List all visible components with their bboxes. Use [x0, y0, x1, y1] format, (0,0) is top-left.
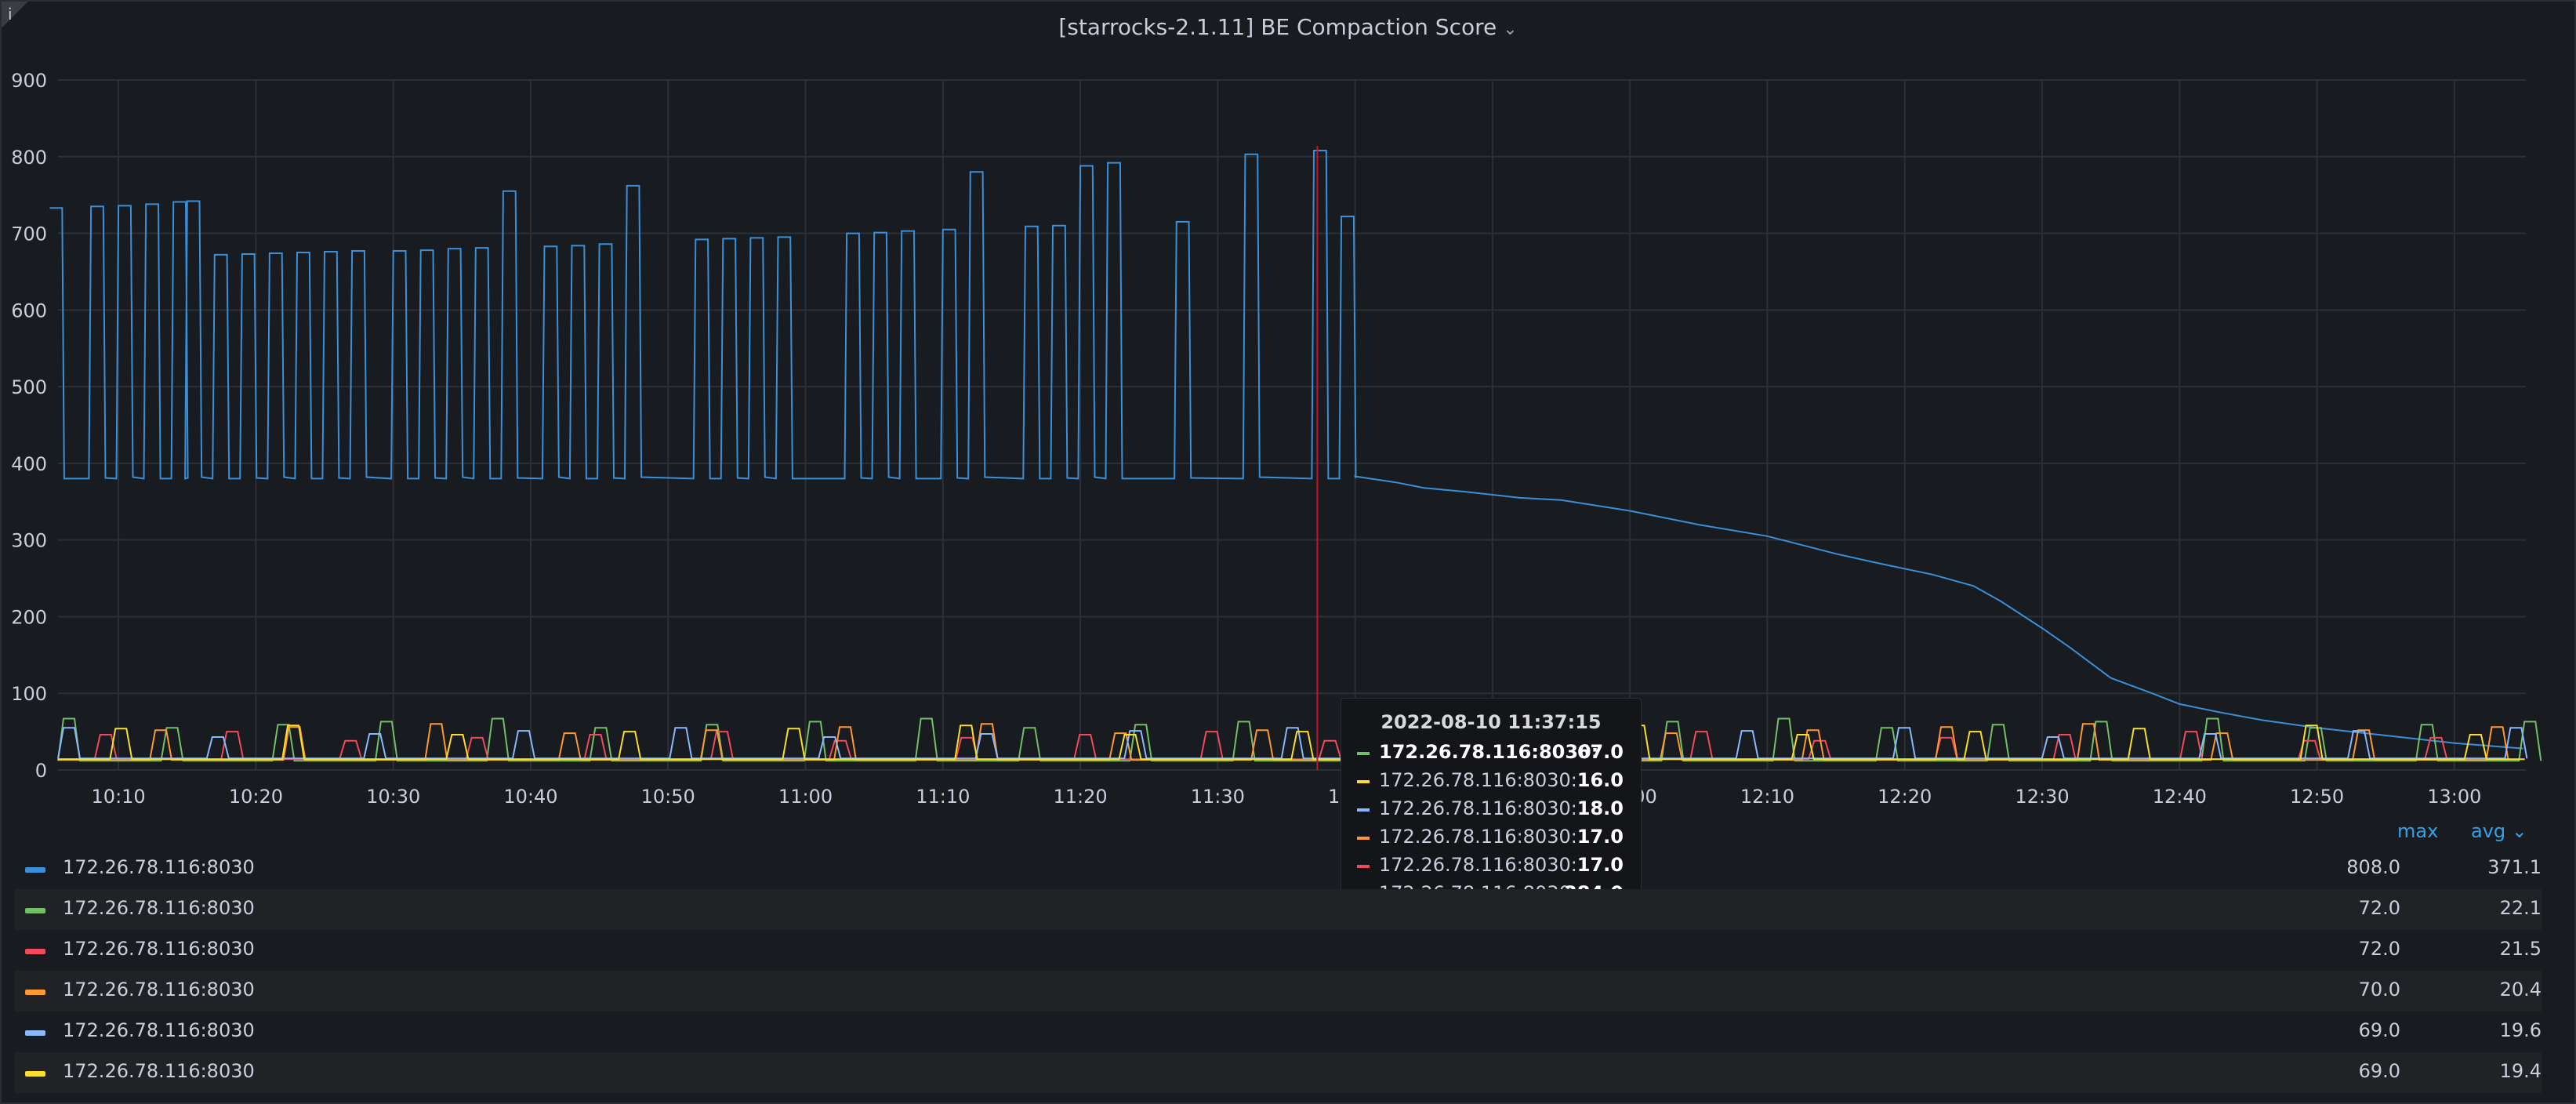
- y-tick-label: 100: [11, 683, 47, 705]
- tooltip-series-name: 172.26.78.116:8030:: [1379, 797, 1577, 819]
- tooltip-value: 17.0: [1576, 854, 1624, 876]
- legend-series-name[interactable]: 172.26.78.116:8030: [63, 979, 255, 1000]
- chevron-down-icon[interactable]: ⌄: [1503, 20, 1518, 39]
- y-tick-label: 500: [11, 376, 47, 398]
- legend-row[interactable]: 172.26.78.116:8030 69.0 19.4: [14, 1052, 2542, 1093]
- legend-avg-value: 20.4: [2499, 979, 2542, 1000]
- x-tick-label: 11:10: [916, 786, 970, 808]
- tooltip-value: 18.0: [1576, 797, 1624, 819]
- tooltip-row: 172.26.78.116:8030: 17.0: [1357, 854, 1624, 881]
- tooltip-row: 172.26.78.116:8030: 67.0: [1357, 741, 1624, 768]
- legend-avg-value: 19.6: [2499, 1019, 2542, 1041]
- x-tick-label: 12:50: [2290, 786, 2344, 808]
- tooltip-swatch: [1357, 808, 1370, 812]
- legend-max-value: 70.0: [2358, 979, 2400, 1000]
- x-tick-label: 12:20: [1878, 786, 1932, 808]
- tooltip-series-name: 172.26.78.116:8030:: [1379, 854, 1577, 876]
- legend-avg-value: 22.1: [2499, 897, 2542, 919]
- x-tick-label: 10:10: [92, 786, 146, 808]
- y-tick-label: 600: [11, 300, 47, 321]
- legend-avg-value: 19.4: [2499, 1060, 2542, 1082]
- tooltip-series-name: 172.26.78.116:8030:: [1379, 741, 1599, 763]
- tooltip-swatch: [1357, 752, 1370, 755]
- y-tick-label: 900: [11, 70, 47, 92]
- legend-swatch: [25, 908, 45, 913]
- x-tick-label: 12:40: [2153, 786, 2207, 808]
- legend-series-name[interactable]: 172.26.78.116:8030: [63, 938, 255, 960]
- y-tick-label: 700: [11, 223, 47, 245]
- x-tick-label: 11:30: [1191, 786, 1245, 808]
- y-tick-label: 300: [11, 530, 47, 552]
- legend-series-name[interactable]: 172.26.78.116:8030: [63, 1060, 255, 1082]
- series-lines: [49, 150, 2542, 762]
- legend-header: max avg ⌄: [2, 820, 2574, 844]
- series-line-6: [58, 724, 2525, 761]
- y-tick-label: 200: [11, 606, 47, 628]
- legend-table: 172.26.78.116:8030 808.0 371.1 172.26.78.11…: [14, 848, 2542, 1093]
- tooltip-row: 172.26.78.116:8030: 16.0: [1357, 769, 1624, 796]
- x-tick-label: 10:40: [503, 786, 557, 808]
- tooltip-time: 2022-08-10 11:37:15: [1381, 711, 1602, 733]
- tooltip-swatch: [1357, 837, 1370, 840]
- legend-swatch: [25, 949, 45, 954]
- y-axis: 0 100 200 300 400 500 600 700 800 900: [11, 70, 47, 782]
- tooltip-swatch: [1357, 865, 1370, 868]
- x-tick-label: 11:20: [1053, 786, 1107, 808]
- y-tick-label: 0: [35, 760, 47, 782]
- legend-avg-value: 21.5: [2499, 938, 2542, 960]
- hover-tooltip: 2022-08-10 11:37:15 172.26.78.116:8030: 6…: [1341, 698, 1642, 925]
- legend-swatch: [25, 867, 45, 873]
- legend-series-name[interactable]: 172.26.78.116:8030: [63, 1019, 255, 1041]
- legend-avg-value: 371.1: [2487, 856, 2542, 878]
- legend-max-value: 69.0: [2358, 1060, 2400, 1082]
- x-tick-label: 10:20: [229, 786, 283, 808]
- tooltip-value: 67.0: [1576, 741, 1624, 763]
- legend-row[interactable]: 172.26.78.116:8030 69.0 19.6: [14, 1011, 2542, 1052]
- x-tick-label: 11:00: [778, 786, 833, 808]
- tooltip-value: 17.0: [1576, 826, 1624, 848]
- legend-row[interactable]: 172.26.78.116:8030 70.0 20.4: [14, 971, 2542, 1011]
- y-tick-label: 800: [11, 147, 47, 169]
- tooltip-row: 172.26.78.116:8030: 18.0: [1357, 797, 1624, 824]
- legend-avg-label[interactable]: avg: [2471, 820, 2506, 842]
- panel-info-corner[interactable]: i: [2, 2, 28, 28]
- series-line-1: [49, 150, 2523, 750]
- panel-title-bar[interactable]: [starrocks-2.1.11] BE Compaction Score ⌄: [2, 14, 2574, 40]
- tooltip-series-name: 172.26.78.116:8030:: [1379, 769, 1577, 791]
- x-axis: 10:10 10:20 10:30 10:40 10:50 11:00 11:10 11:20…: [92, 786, 2482, 808]
- legend-avg-header[interactable]: avg ⌄: [2471, 820, 2527, 842]
- legend-series-name[interactable]: 172.26.78.116:8030: [63, 897, 255, 919]
- x-tick-label: 12:10: [1740, 786, 1794, 808]
- legend-max-value: 72.0: [2358, 897, 2400, 919]
- y-tick-label: 400: [11, 453, 47, 475]
- grid-lines: [58, 79, 2526, 771]
- legend-swatch: [25, 1030, 45, 1036]
- legend-max-value: 72.0: [2358, 938, 2400, 960]
- legend-swatch: [25, 990, 45, 995]
- x-tick-label: 10:30: [366, 786, 420, 808]
- panel-title[interactable]: [starrocks-2.1.11] BE Compaction Score: [1058, 14, 1497, 40]
- legend-row[interactable]: 172.26.78.116:8030 72.0 22.1: [14, 889, 2542, 930]
- tooltip-row: 172.26.78.116:8030: 17.0: [1357, 826, 1624, 852]
- tooltip-swatch: [1357, 780, 1370, 783]
- legend-row[interactable]: 172.26.78.116:8030 72.0 21.5: [14, 930, 2542, 971]
- info-icon[interactable]: i: [8, 5, 13, 24]
- legend-max-header[interactable]: max: [2397, 820, 2439, 842]
- tooltip-value: 16.0: [1576, 769, 1624, 791]
- legend-series-name[interactable]: 172.26.78.116:8030: [63, 856, 255, 878]
- legend-max-value: 69.0: [2358, 1019, 2400, 1041]
- x-tick-label: 10:50: [641, 786, 695, 808]
- x-tick-label: 12:30: [2015, 786, 2069, 808]
- tooltip-series-name: 172.26.78.116:8030:: [1379, 826, 1577, 848]
- x-tick-label: 13:00: [2427, 786, 2481, 808]
- legend-max-value: 808.0: [2346, 856, 2400, 878]
- chevron-down-icon[interactable]: ⌄: [2511, 820, 2527, 842]
- legend-row[interactable]: 172.26.78.116:8030 808.0 371.1: [14, 848, 2542, 889]
- legend-swatch: [25, 1071, 45, 1077]
